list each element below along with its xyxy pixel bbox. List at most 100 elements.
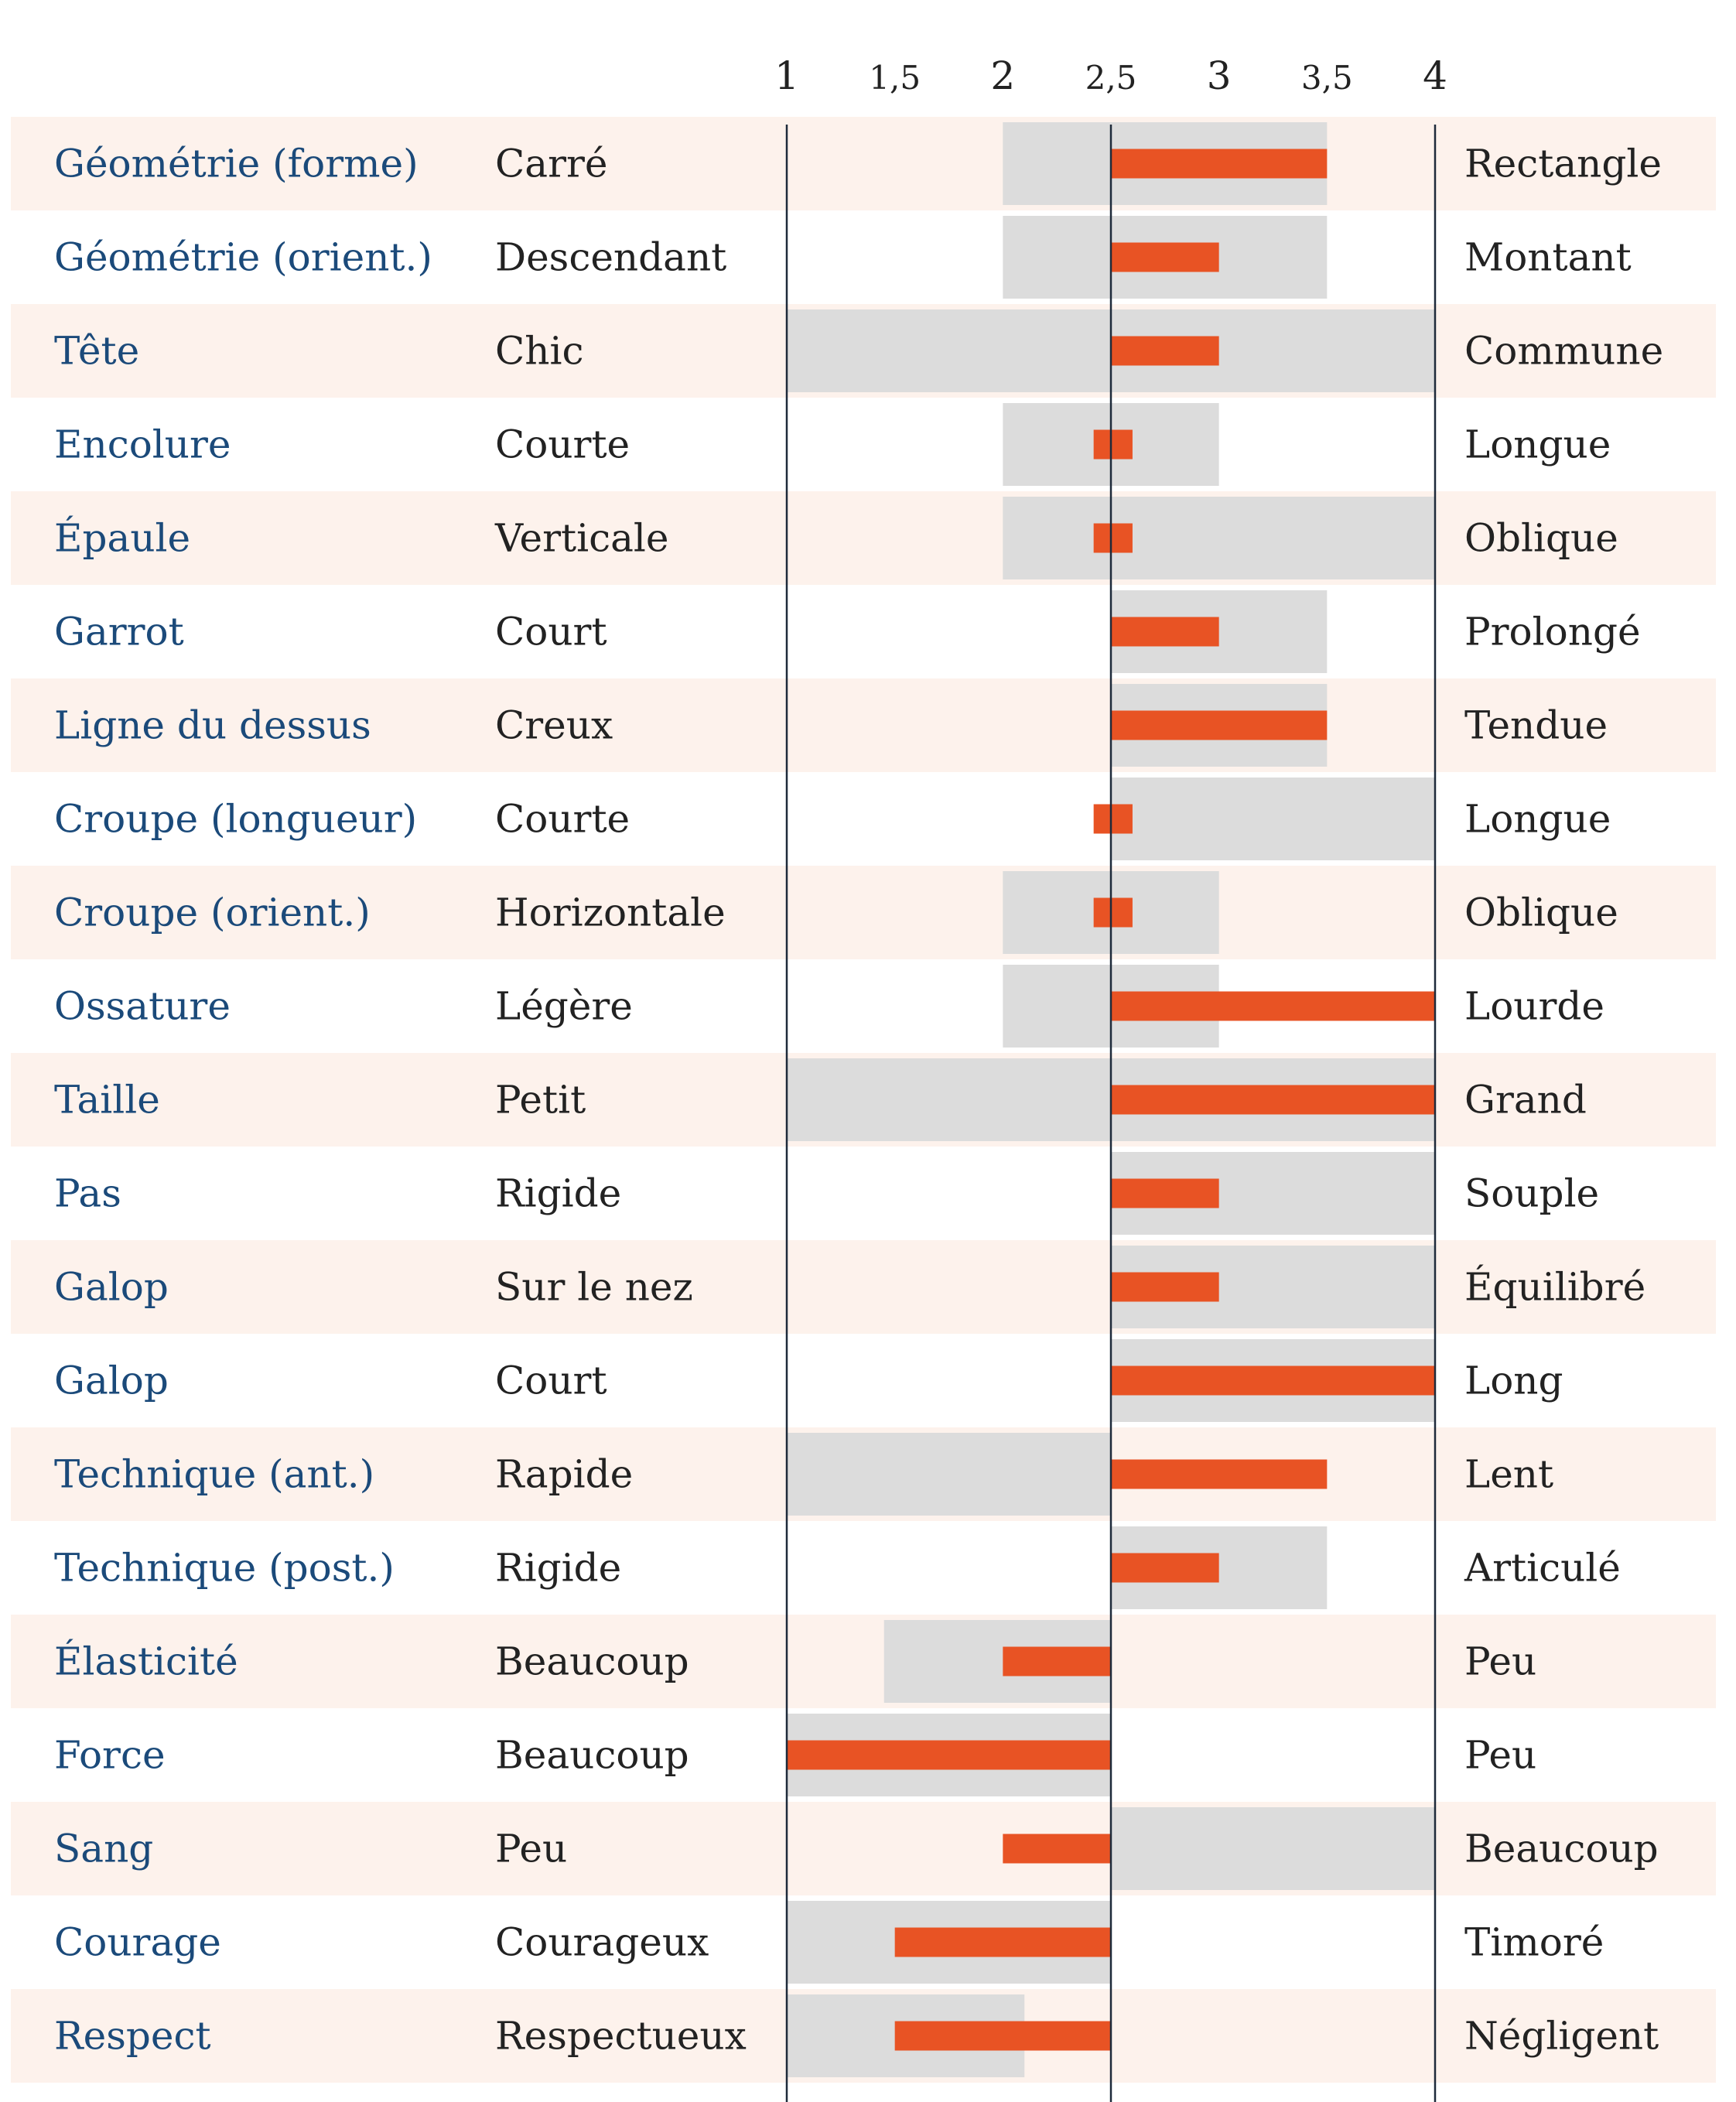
right-pole-label: Rectangle [1464,142,1662,186]
value-bar [894,2021,1111,2051]
tick-label: 2,5 [1085,59,1137,97]
criterion-label: Respect [54,2014,211,2059]
right-pole-label: Long [1464,1359,1563,1403]
left-pole-label: Courageux [495,1920,709,1965]
right-pole-label: Peu [1464,1639,1536,1684]
value-bars [787,149,1435,2051]
value-bar [1093,523,1133,553]
tick-labels: 1 1,5 2 2,5 3 3,5 4 [774,53,1447,98]
right-pole-label: Longue [1464,422,1611,467]
left-pole-label: Peu [495,1827,567,1871]
left-pole-label: Petit [495,1078,586,1123]
left-pole-label: Horizontale [495,890,726,935]
criterion-label: Galop [54,1359,169,1403]
tick-label: 4 [1423,53,1447,98]
range-bar [787,1433,1111,1516]
left-pole-label: Creux [495,703,613,748]
value-bar [1111,1553,1219,1583]
value-bar [1093,804,1133,834]
right-pole-label: Prolongé [1464,610,1641,655]
tick-label: 2 [990,53,1015,98]
row-band [11,1802,1716,1895]
right-pole-label: Longue [1464,797,1611,842]
criterion-label: Sang [54,1827,153,1871]
criterion-label: Croupe (orient.) [54,890,371,935]
row-band [11,117,1716,210]
left-pole-label: Descendant [495,235,726,280]
right-pole-label: Souple [1464,1171,1599,1216]
axis-lines [785,125,1437,2102]
value-bar [1111,336,1219,366]
tick-label: 1 [774,53,799,98]
value-bar [1003,1834,1111,1864]
value-bar [1111,242,1219,272]
value-bar [1093,429,1133,460]
right-pole-label: Lourde [1464,984,1604,1029]
value-bar [1111,991,1435,1021]
range-bar [1111,1807,1435,1890]
criterion-label: Ligne du dessus [54,703,371,748]
right-pole-label: Grand [1464,1078,1587,1123]
criterion-label: Technique (ant.) [54,1452,374,1497]
criterion-label: Croupe (longueur) [54,797,417,842]
criterion-label: Géométrie (forme) [54,142,419,186]
tick-label: 1,5 [869,59,921,97]
left-pole-label: Court [495,610,607,655]
value-bar [1111,1459,1328,1489]
criterion-label: Force [54,1733,166,1778]
value-bar [1003,1646,1111,1676]
row-labels: Géométrie (forme) Carré Rectangle Géométrie… [54,142,1663,2059]
value-bar [1111,617,1219,647]
value-bar [1111,1178,1219,1208]
right-pole-label: Articulé [1464,1546,1621,1591]
left-pole-label: Chic [495,329,583,374]
criterion-label: Galop [54,1265,169,1310]
right-pole-label: Timoré [1464,1920,1604,1965]
value-bar [1111,710,1328,740]
criterion-label: Taille [54,1078,160,1123]
row-band [11,866,1716,959]
left-pole-label: Légère [495,984,633,1029]
right-pole-label: Négligent [1464,2014,1659,2059]
left-pole-label: Rigide [495,1171,621,1216]
value-bar [787,1740,1111,1770]
criterion-label: Tête [54,329,139,374]
right-pole-label: Peu [1464,1733,1536,1778]
criterion-label: Élasticité [54,1639,238,1684]
right-pole-label: Oblique [1464,890,1618,935]
criterion-label: Ossature [54,984,231,1029]
criterion-label: Épaule [54,515,190,561]
right-pole-label: Commune [1464,329,1663,374]
criterion-label: Pas [54,1171,121,1216]
row-band [11,1240,1716,1334]
value-bar [1093,897,1133,928]
right-pole-label: Tendue [1464,703,1608,748]
criterion-label: Encolure [54,422,231,467]
tick-label: 3,5 [1301,59,1353,97]
criterion-label: Courage [54,1920,221,1965]
right-pole-label: Lent [1464,1452,1553,1497]
criterion-label: Technique (post.) [54,1546,395,1591]
left-pole-label: Rapide [495,1452,633,1497]
left-pole-label: Respectueux [495,2014,747,2059]
range-bar [1111,778,1435,860]
right-pole-label: Oblique [1464,516,1618,561]
left-pole-label: Beaucoup [495,1733,689,1778]
criterion-label: Garrot [54,610,184,655]
row-band [11,1615,1716,1708]
left-pole-label: Rigide [495,1546,621,1591]
left-pole-label: Courte [495,797,630,842]
criterion-label: Géométrie (orient.) [54,235,432,280]
left-pole-label: Beaucoup [495,1639,689,1684]
range-bar [1003,497,1435,579]
tick-label: 3 [1207,53,1232,98]
left-pole-label: Carré [495,142,607,186]
left-pole-label: Courte [495,422,630,467]
row-band [11,678,1716,772]
value-bar [1111,1365,1435,1396]
left-pole-label: Court [495,1359,607,1403]
value-bar [1111,1272,1219,1302]
right-pole-label: Équilibré [1464,1264,1645,1310]
left-pole-label: Sur le nez [495,1265,693,1310]
